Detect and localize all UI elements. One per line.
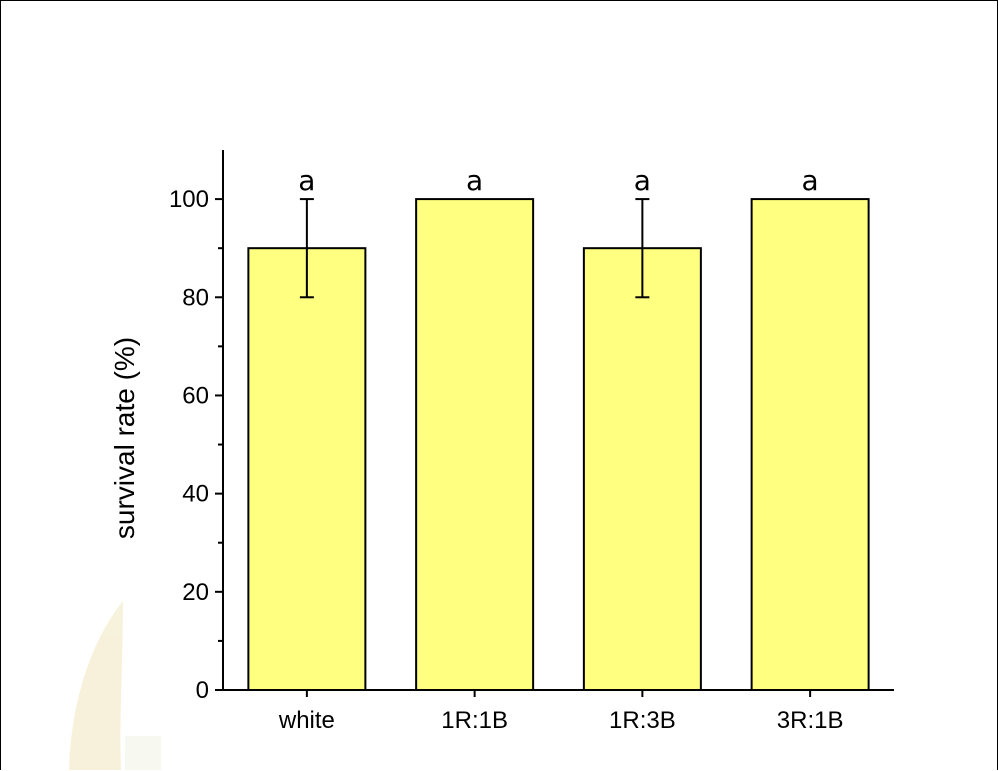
- significance-label-3: a: [634, 164, 651, 197]
- x-tick-label-3: 1R:3B: [609, 707, 676, 734]
- y-tick-label-0: 0: [196, 677, 209, 704]
- plot-area: a white a 1R:1B a 1R:3B a 3R:1B 0 20 40 60 80 100: [169, 150, 894, 734]
- y-tick-label-60: 60: [182, 382, 209, 409]
- y-tick-label-100: 100: [169, 186, 209, 213]
- x-tick-label-4: 3R:1B: [777, 707, 844, 734]
- axes: [215, 150, 894, 697]
- y-axis-title: survival rate (%): [109, 337, 140, 539]
- bars: [247, 198, 870, 691]
- significance-label-2: a: [466, 164, 483, 197]
- significance-label-1: a: [298, 164, 315, 197]
- bar-1: [247, 247, 367, 691]
- x-tick-label-2: 1R:1B: [441, 707, 508, 734]
- y-tick-label-40: 40: [182, 481, 209, 508]
- significance-label-4: a: [802, 164, 819, 197]
- y-tick-label-80: 80: [182, 284, 209, 311]
- labels: a white a 1R:1B a 1R:3B a 3R:1B 0 20 40 60 80 100: [169, 164, 844, 734]
- watermark-logo: [69, 601, 161, 770]
- error-bars: [299, 198, 650, 299]
- bar-4: [750, 198, 870, 691]
- bar-3: [582, 247, 702, 691]
- y-tick-label-20: 20: [182, 579, 209, 606]
- bar-2: [415, 198, 535, 691]
- x-tick-label-1: white: [278, 707, 335, 734]
